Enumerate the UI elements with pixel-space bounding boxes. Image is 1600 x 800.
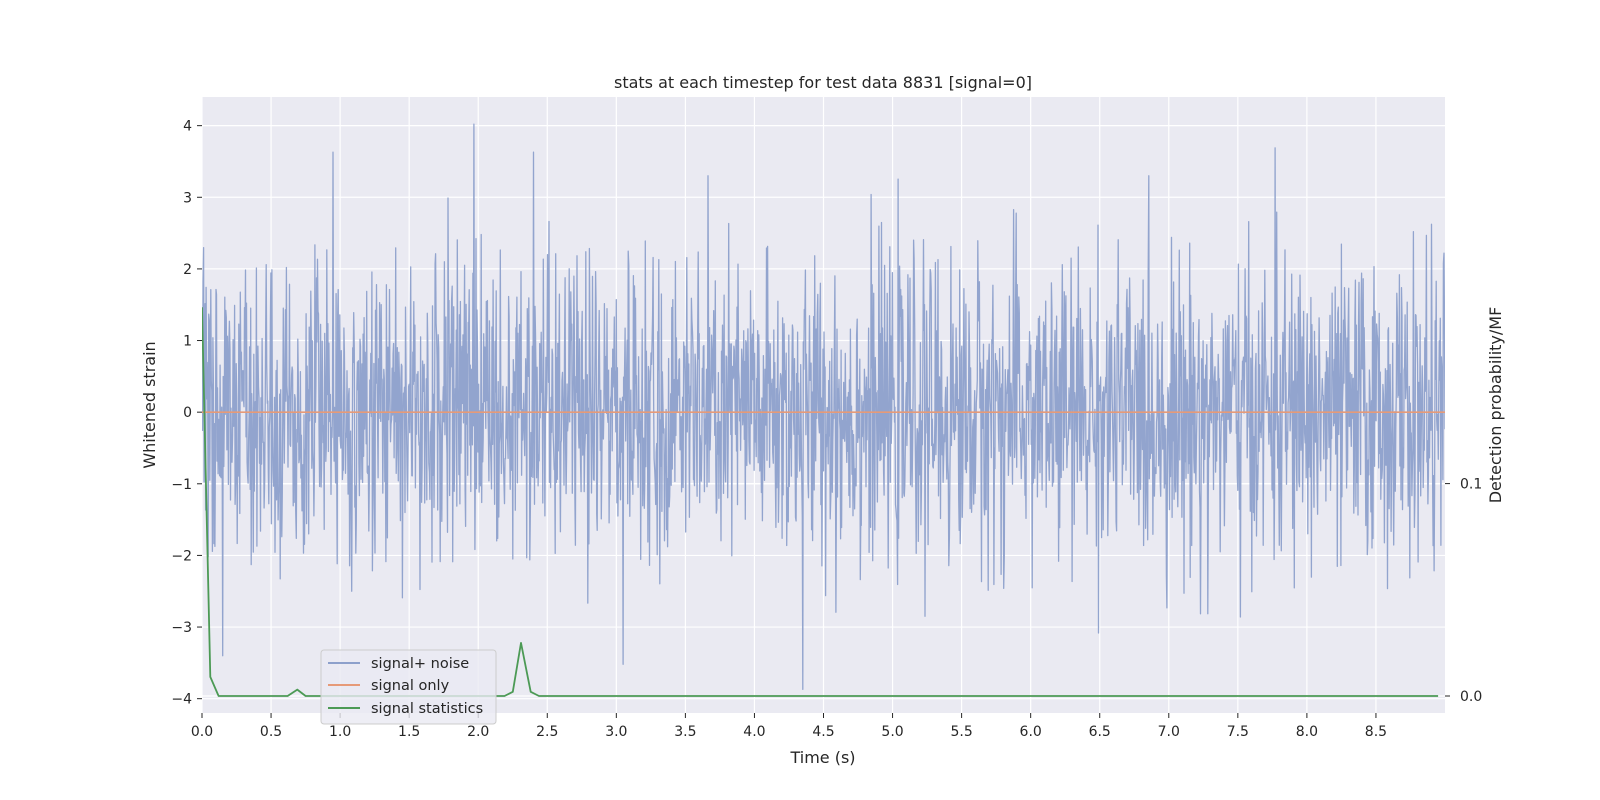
x-tick-label: 7.0 (1158, 724, 1180, 740)
legend-label-signal-statistics: signal statistics (371, 701, 483, 717)
x-tick-label: 3.5 (674, 724, 696, 740)
y2-tick-label: 0.0 (1460, 689, 1482, 705)
x-tick-label: 2.5 (536, 724, 558, 740)
x-axis-label: Time (s) (789, 748, 855, 767)
y-tick-label: −3 (171, 620, 192, 636)
legend-box (320, 649, 497, 725)
series-signal-noise (202, 123, 1445, 691)
y-tick-label: −4 (171, 692, 192, 708)
y-tick-label: 2 (183, 262, 192, 278)
y-tick-label: 3 (183, 190, 192, 206)
legend-label-signal-noise: signal+ noise (371, 656, 469, 672)
x-tick-label: 5.0 (881, 724, 903, 740)
y2-axis-label: Detection probability/MF (1486, 307, 1505, 504)
chart-title: stats at each timestep for test data 883… (614, 73, 1032, 92)
x-tick-label: 0.0 (191, 724, 213, 740)
y-tick-label: −1 (171, 477, 192, 493)
x-tick-label: 5.5 (950, 724, 972, 740)
x-tick-label: 3.0 (605, 724, 627, 740)
x-tick-label: 6.0 (1020, 724, 1042, 740)
y-tick-label: 0 (183, 405, 192, 421)
x-tick-label: 1.0 (329, 724, 351, 740)
x-tick-label: 0.5 (260, 724, 282, 740)
x-tick-label: 7.5 (1227, 724, 1249, 740)
legend: signal+ noise signal only signal statist… (320, 649, 497, 725)
x-tick-label: 1.5 (398, 724, 420, 740)
y-tick-label: 1 (183, 334, 192, 350)
x-tick-label: 6.5 (1089, 724, 1111, 740)
x-tick-label: 8.0 (1296, 724, 1318, 740)
axes-layer: 0.0 0.5 1.0 1.5 2.0 2.5 3.0 3.5 4.0 4.5 5.0 5.5 6.0 6… (171, 119, 1482, 740)
x-tick-label: 8.5 (1365, 724, 1387, 740)
y2-tick-label: 0.1 (1460, 477, 1482, 493)
y-tick-label: 4 (183, 119, 192, 135)
y-tick-label: −2 (171, 548, 192, 564)
legend-label-signal-only: signal only (371, 678, 450, 694)
x-tick-label: 4.5 (812, 724, 834, 740)
y-axis-label: Whitened strain (140, 341, 159, 468)
x-tick-label: 4.0 (743, 724, 765, 740)
x-tick-label: 2.0 (467, 724, 489, 740)
